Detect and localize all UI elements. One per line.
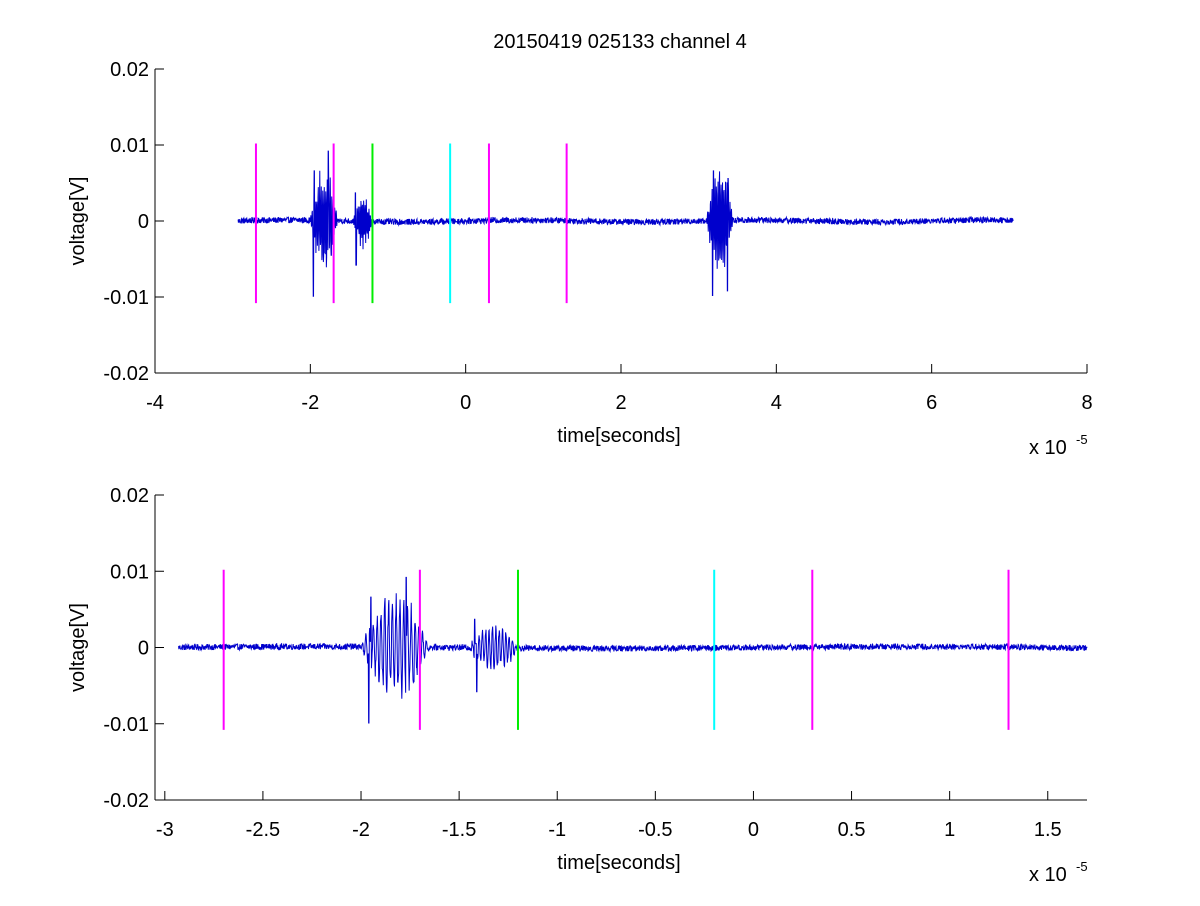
y-tick-label: 0.02 xyxy=(110,59,149,81)
x-tick-label: 2 xyxy=(615,392,626,414)
x-tick-label: 0.5 xyxy=(838,819,866,841)
x-tick-label: -1.5 xyxy=(442,819,476,841)
x-tick-label: -4 xyxy=(146,392,164,414)
y-tick-label: 0 xyxy=(138,638,149,660)
x-tick-label: -2.5 xyxy=(246,819,280,841)
x-tick-label: 1 xyxy=(944,819,955,841)
x-tick-label: 4 xyxy=(771,392,782,414)
y-tick-label: -0.01 xyxy=(103,287,149,309)
x-exponent-value: -5 xyxy=(1076,432,1088,447)
top-subplot: -0.02 -0.01 0 0.01 0.02 -4 -2 0 2 4 6 8 time[seconds… xyxy=(67,59,1093,459)
x-tick-label: -3 xyxy=(156,819,174,841)
y-tick-label: -0.02 xyxy=(103,363,149,385)
figure-title: 20150419 025133 channel 4 xyxy=(493,31,747,53)
x-tick-label: -2 xyxy=(301,392,319,414)
x-exponent-label: x 10 xyxy=(1029,437,1067,459)
signal-trace xyxy=(178,576,1088,724)
x-tick-label: 0 xyxy=(748,819,759,841)
x-exponent-value: -5 xyxy=(1076,859,1088,874)
x-tick-label: 6 xyxy=(926,392,937,414)
y-tick-label: 0.01 xyxy=(110,561,149,583)
y-axis-label: voltage[V] xyxy=(67,177,89,266)
y-tick-label: 0.02 xyxy=(110,485,149,507)
x-tick-label: -0.5 xyxy=(638,819,672,841)
y-tick-label: 0 xyxy=(138,211,149,233)
x-axis-label: time[seconds] xyxy=(557,852,680,874)
x-tick-label: -2 xyxy=(352,819,370,841)
x-tick-label: 8 xyxy=(1081,392,1092,414)
bottom-subplot: -0.02 -0.01 0 0.01 0.02 -3 -2.5 -2 -1.5 -1 -0.5 0 0.… xyxy=(67,485,1088,886)
signal-trace xyxy=(237,150,1014,297)
x-tick-label: 1.5 xyxy=(1034,819,1062,841)
x-tick-label: -1 xyxy=(548,819,566,841)
x-tick-label: 0 xyxy=(460,392,471,414)
x-axis-label: time[seconds] xyxy=(557,425,680,447)
x-exponent-label: x 10 xyxy=(1029,864,1067,886)
y-tick-label: 0.01 xyxy=(110,135,149,157)
y-tick-label: -0.01 xyxy=(103,714,149,736)
y-tick-label: -0.02 xyxy=(103,790,149,812)
y-axis-label: voltage[V] xyxy=(67,603,89,692)
